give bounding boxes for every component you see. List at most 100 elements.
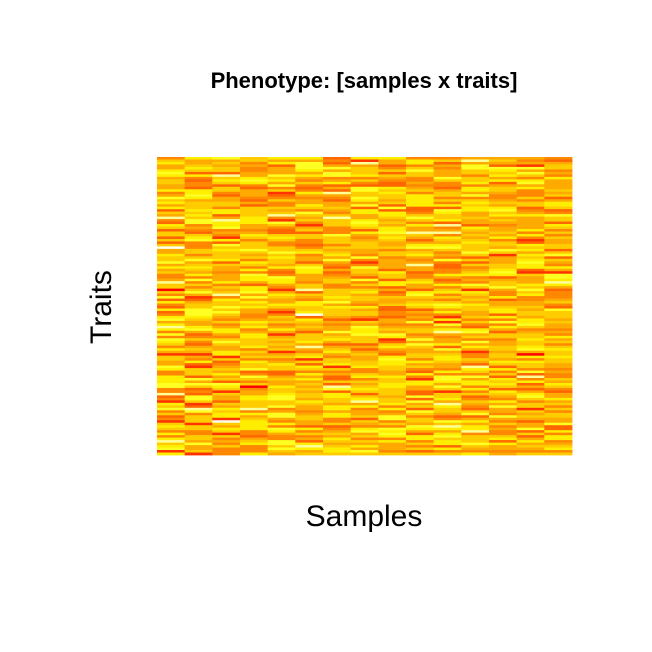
heatmap-cell (212, 368, 241, 371)
heatmap-cell (461, 338, 490, 342)
heatmap-cell (323, 335, 352, 339)
heatmap-cell (378, 417, 407, 421)
heatmap-cell (212, 219, 241, 222)
heatmap-cell (157, 196, 186, 200)
heatmap-cell (406, 256, 435, 260)
heatmap-cell (157, 407, 186, 411)
heatmap-cell (489, 176, 518, 180)
heatmap-cell (240, 392, 269, 396)
heatmap-cell (212, 164, 241, 168)
heatmap-cell (157, 335, 186, 339)
heatmap-cell (240, 395, 269, 399)
heatmap-cell (489, 248, 518, 252)
heatmap-cell (544, 345, 573, 349)
heatmap-cell (433, 231, 462, 235)
heatmap-cell (240, 450, 269, 453)
heatmap-cell (323, 268, 352, 272)
heatmap-cell (267, 169, 296, 173)
heatmap-cell (516, 186, 545, 190)
heatmap-cell (433, 363, 462, 366)
heatmap-cell (406, 333, 435, 337)
heatmap-cell (184, 271, 213, 275)
heatmap-cell (157, 323, 186, 327)
heatmap-cell (212, 206, 241, 210)
heatmap-cell (433, 276, 462, 280)
heatmap-cell (516, 211, 545, 215)
heatmap-cell (157, 303, 186, 307)
heatmap-cell (240, 435, 269, 439)
heatmap-cell (489, 181, 518, 185)
heatmap-cell (240, 427, 269, 431)
heatmap-cell (350, 179, 379, 183)
heatmap-cell (544, 221, 573, 225)
heatmap-cell (489, 219, 518, 222)
heatmap-cell (544, 430, 573, 434)
heatmap-cell (184, 452, 213, 456)
heatmap-cell (212, 338, 241, 342)
heatmap-cell (184, 221, 213, 225)
heatmap-cell (544, 452, 573, 456)
heatmap-cell (212, 315, 241, 319)
heatmap-cell (433, 375, 462, 379)
heatmap-cell (378, 437, 407, 441)
heatmap-cell (544, 340, 573, 344)
heatmap-cell (406, 291, 435, 294)
heatmap-cell (267, 296, 296, 299)
heatmap-cell (378, 291, 407, 294)
heatmap-cell (544, 291, 573, 294)
heatmap-cell (489, 345, 518, 349)
heatmap-cell (323, 211, 352, 215)
heatmap-cell (406, 415, 435, 419)
heatmap-cell (489, 343, 518, 347)
heatmap-cell (323, 191, 352, 195)
heatmap-cell (157, 387, 186, 391)
heatmap-cell (489, 189, 518, 193)
heatmap-cell (516, 276, 545, 280)
heatmap-cell (240, 387, 269, 391)
heatmap-cell (350, 330, 379, 334)
heatmap-cell (212, 296, 241, 299)
heatmap-cell (157, 181, 186, 185)
heatmap-cell (295, 186, 324, 190)
heatmap-cell (240, 320, 269, 324)
heatmap-cell (157, 348, 186, 352)
heatmap-cell (157, 320, 186, 324)
heatmap-cell (406, 179, 435, 183)
heatmap-cell (323, 189, 352, 193)
heatmap-cell (295, 412, 324, 416)
heatmap-cell (489, 263, 518, 267)
heatmap-cell (544, 194, 573, 198)
heatmap-cell (433, 417, 462, 421)
heatmap-cell (433, 373, 462, 376)
heatmap-cell (240, 221, 269, 225)
heatmap-cell (295, 407, 324, 411)
heatmap-cell (350, 276, 379, 280)
heatmap-cell (406, 380, 435, 384)
heatmap-cell (157, 345, 186, 349)
heatmap-cell (184, 365, 213, 369)
heatmap-cell (489, 320, 518, 324)
heatmap-cell (323, 278, 352, 282)
heatmap-cell (461, 288, 490, 292)
heatmap-cell (295, 325, 324, 329)
heatmap-cell (157, 291, 186, 294)
heatmap-cell (240, 268, 269, 272)
heatmap-cell (461, 196, 490, 200)
heatmap-cell (323, 313, 352, 317)
heatmap-cell (516, 385, 545, 389)
heatmap-cell (323, 373, 352, 376)
heatmap-cell (323, 392, 352, 396)
heatmap-cell (544, 258, 573, 262)
heatmap-cell (544, 368, 573, 371)
heatmap-cell (323, 243, 352, 247)
heatmap-cell (489, 184, 518, 188)
heatmap-cell (461, 387, 490, 391)
heatmap-cell (267, 445, 296, 448)
heatmap-cell (240, 313, 269, 317)
heatmap-cell (489, 298, 518, 302)
heatmap-cell (267, 278, 296, 282)
heatmap-cell (323, 251, 352, 255)
heatmap-cell (378, 261, 407, 265)
heatmap-cell (157, 422, 186, 426)
heatmap-cell (461, 450, 490, 453)
